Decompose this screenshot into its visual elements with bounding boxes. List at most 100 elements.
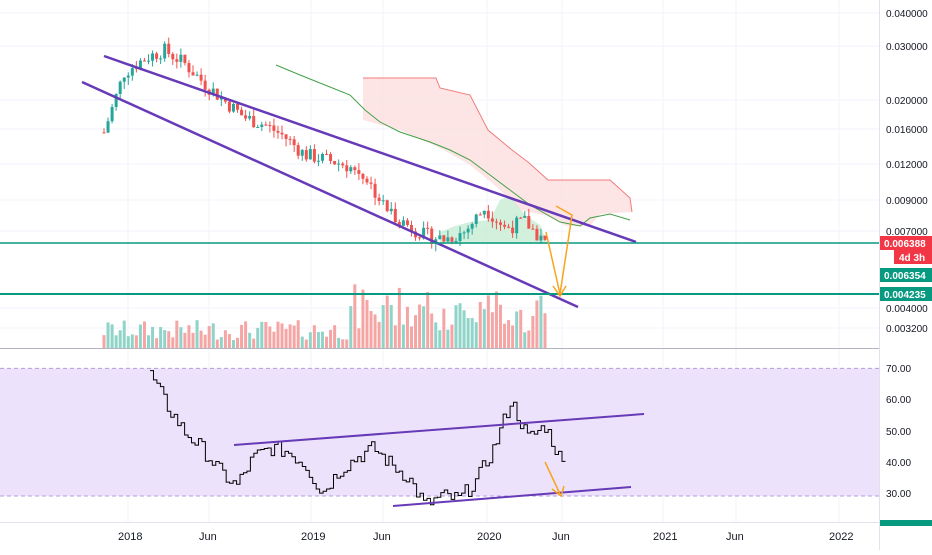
candle-body bbox=[503, 224, 507, 227]
rsi-tick: 40.00 bbox=[886, 458, 911, 469]
time-tick: 2018 bbox=[118, 531, 142, 543]
rsi-pane bbox=[0, 367, 880, 507]
rsi-axis[interactable]: 70.00 60.00 50.00 40.00 30.00 bbox=[886, 364, 911, 500]
candle-body bbox=[138, 60, 142, 70]
volume-bar bbox=[300, 336, 304, 348]
volume-bar bbox=[341, 339, 345, 348]
volume-bar bbox=[207, 326, 211, 348]
candle-body bbox=[199, 74, 203, 81]
time-axis[interactable]: 2018 Jun 2019 Jun 2020 Jun 2021 Jun 2022 bbox=[118, 531, 853, 543]
rsi-arrow[interactable] bbox=[544, 461, 561, 495]
projection-arrow[interactable] bbox=[545, 205, 573, 295]
volume-bar bbox=[442, 308, 446, 348]
volume-bar bbox=[240, 324, 244, 348]
candle-body bbox=[147, 60, 151, 62]
price-tick: 0.040000 bbox=[886, 9, 928, 20]
volume-bar bbox=[296, 320, 300, 348]
rsi-tick: 30.00 bbox=[886, 489, 911, 500]
candle-body bbox=[329, 154, 333, 162]
candle-body bbox=[450, 237, 454, 242]
volume-bar bbox=[349, 306, 353, 348]
time-tick: 2020 bbox=[477, 531, 501, 543]
volume-bar bbox=[163, 330, 167, 348]
candle-body bbox=[466, 228, 470, 233]
volume-bar bbox=[304, 339, 308, 348]
volume-bar bbox=[248, 332, 252, 348]
channel-upper-line[interactable] bbox=[103, 54, 637, 244]
candle-body bbox=[110, 107, 114, 122]
trend-drawings[interactable] bbox=[0, 54, 880, 309]
volume-bar bbox=[486, 295, 490, 348]
candle-body bbox=[183, 54, 187, 64]
volume-bar bbox=[531, 315, 535, 348]
volume-bar bbox=[373, 314, 377, 348]
candle-body bbox=[151, 53, 155, 61]
volume-bar bbox=[426, 292, 430, 348]
volume-bar bbox=[122, 320, 126, 348]
rsi-band bbox=[0, 368, 880, 497]
volume-bar bbox=[260, 321, 264, 348]
candle-body bbox=[167, 43, 171, 54]
candle-body bbox=[389, 208, 393, 212]
candle-body bbox=[511, 227, 515, 234]
time-tick: 2019 bbox=[301, 531, 325, 543]
candle-body bbox=[304, 150, 308, 160]
candle-body bbox=[320, 153, 324, 161]
candle-body bbox=[507, 226, 511, 228]
candle-body bbox=[276, 130, 280, 133]
candle-body bbox=[179, 54, 183, 62]
volume-bar bbox=[345, 339, 349, 348]
candle-body bbox=[353, 167, 357, 171]
volume-bar bbox=[478, 301, 482, 348]
volume-bar bbox=[167, 331, 171, 348]
time-tick: Jun bbox=[199, 531, 217, 543]
candle-body bbox=[227, 101, 231, 112]
candle-body bbox=[268, 125, 272, 127]
level-2-tag bbox=[880, 287, 932, 301]
volume-bar bbox=[357, 328, 361, 348]
rsi-line bbox=[150, 370, 566, 506]
volume-bar bbox=[231, 339, 235, 348]
candle-body bbox=[474, 214, 478, 224]
price-tick: 0.030000 bbox=[886, 42, 928, 53]
candle-body bbox=[438, 235, 442, 240]
rsi-support-line[interactable] bbox=[392, 486, 632, 507]
channel-lower-line[interactable] bbox=[81, 80, 579, 309]
price-tick: 0.020000 bbox=[886, 96, 928, 107]
candle-body bbox=[316, 160, 320, 162]
countdown-tag bbox=[894, 250, 932, 264]
candle-body bbox=[288, 138, 292, 140]
volume-bar bbox=[195, 320, 199, 348]
candle-body bbox=[446, 237, 450, 242]
price-tick: 0.012000 bbox=[886, 160, 928, 171]
volume-bar bbox=[159, 327, 163, 348]
volume-bar bbox=[482, 309, 486, 348]
candle-body bbox=[292, 139, 296, 146]
volume-bar bbox=[114, 335, 118, 348]
rsi-resistance-line[interactable] bbox=[233, 413, 645, 446]
volume-bar bbox=[543, 313, 547, 348]
volume-bar bbox=[430, 313, 434, 348]
volume-bar bbox=[268, 326, 272, 348]
candle-body bbox=[163, 43, 167, 59]
candle-body bbox=[543, 235, 547, 240]
volume-bar bbox=[389, 305, 393, 348]
candle-body bbox=[523, 216, 527, 218]
candle-body bbox=[187, 63, 191, 73]
candle-body bbox=[458, 233, 462, 241]
candle-body bbox=[312, 149, 316, 162]
volume-bar bbox=[236, 337, 240, 348]
volume-bar bbox=[320, 331, 324, 348]
volume-bar bbox=[434, 322, 438, 348]
volume-bar bbox=[539, 295, 543, 348]
candle-body bbox=[527, 216, 531, 229]
volume-bar bbox=[385, 295, 389, 348]
price-axis[interactable]: 0.040000 0.030000 0.020000 0.016000 0.01… bbox=[886, 9, 928, 335]
candle-body bbox=[203, 80, 207, 90]
candle-body bbox=[114, 93, 118, 108]
time-tick: 2021 bbox=[653, 531, 677, 543]
candle-body bbox=[280, 132, 284, 135]
candle-body bbox=[106, 121, 110, 133]
volume-bar bbox=[280, 323, 284, 348]
